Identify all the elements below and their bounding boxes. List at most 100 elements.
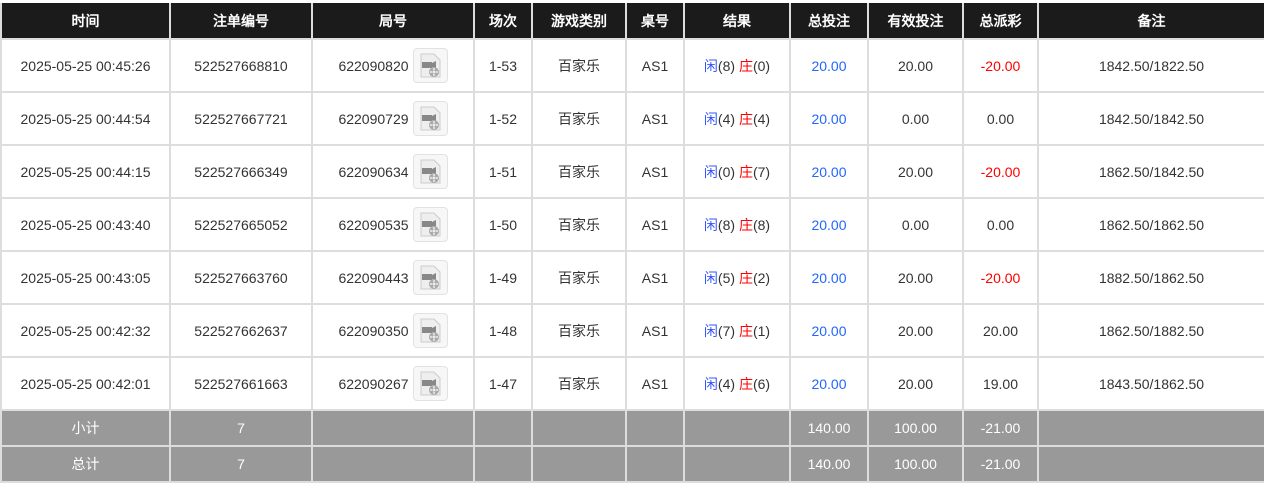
total-valid-bet: 100.00 xyxy=(867,445,964,483)
round-id-cell: 622090535 xyxy=(311,197,475,252)
table-row: 2025-05-25 00:42:32 522527662637 622090350… xyxy=(0,303,1264,358)
banker-score: (7) xyxy=(752,163,771,180)
note: 1882.50/1862.50 xyxy=(1037,250,1264,305)
payout: -20.00 xyxy=(962,250,1039,305)
bet-time: 2025-05-25 00:43:40 xyxy=(0,197,171,252)
bet-id: 522527667721 xyxy=(169,91,313,146)
shoe-number: 1-52 xyxy=(473,91,533,146)
bet-time: 2025-05-25 00:44:15 xyxy=(0,144,171,199)
video-file-icon[interactable] xyxy=(412,48,448,83)
subtotal-payout: -21.00 xyxy=(962,409,1039,447)
result: 闲(7) 庄(1) xyxy=(683,303,791,358)
result: 闲(5) 庄(2) xyxy=(683,250,791,305)
note: 1842.50/1842.50 xyxy=(1037,91,1264,146)
valid-bet: 20.00 xyxy=(867,38,964,93)
bet-id: 522527663760 xyxy=(169,250,313,305)
table-number: AS1 xyxy=(625,144,685,199)
result: 闲(8) 庄(0) xyxy=(683,38,791,93)
note: 1843.50/1862.50 xyxy=(1037,356,1264,411)
player-score: (5) xyxy=(717,269,736,286)
round-id: 622090634 xyxy=(338,163,409,180)
banker-score: (6) xyxy=(752,375,771,392)
game-type: 百家乐 xyxy=(531,303,627,358)
total-row: 总计 7 140.00 100.00 -21.00 xyxy=(0,445,1264,483)
round-id: 622090820 xyxy=(338,57,409,74)
banker-label: 庄 xyxy=(738,322,753,339)
note: 1862.50/1842.50 xyxy=(1037,144,1264,199)
table-number: AS1 xyxy=(625,303,685,358)
table-row: 2025-05-25 00:44:54 522527667721 622090729… xyxy=(0,91,1264,146)
player-score: (7) xyxy=(717,322,736,339)
payout: 19.00 xyxy=(962,356,1039,411)
total-count: 7 xyxy=(169,445,313,483)
table-row: 2025-05-25 00:43:40 522527665052 622090535… xyxy=(0,197,1264,252)
bet-time: 2025-05-25 00:42:01 xyxy=(0,356,171,411)
game-type: 百家乐 xyxy=(531,356,627,411)
table-body: 2025-05-25 00:45:26 522527668810 622090820… xyxy=(0,38,1264,411)
banker-score: (2) xyxy=(752,269,771,286)
valid-bet: 0.00 xyxy=(867,91,964,146)
bet-id: 522527665052 xyxy=(169,197,313,252)
bet-id: 522527662637 xyxy=(169,303,313,358)
banker-label: 庄 xyxy=(738,375,753,392)
header-valid-bet: 有效投注 xyxy=(867,3,964,40)
round-id: 622090443 xyxy=(338,269,409,286)
bet-id: 522527661663 xyxy=(169,356,313,411)
valid-bet: 0.00 xyxy=(867,197,964,252)
video-file-icon[interactable] xyxy=(412,207,448,242)
banker-score: (0) xyxy=(752,57,771,74)
result: 闲(4) 庄(6) xyxy=(683,356,791,411)
video-file-icon[interactable] xyxy=(412,101,448,136)
result: 闲(8) 庄(8) xyxy=(683,197,791,252)
bet-time: 2025-05-25 00:44:54 xyxy=(0,91,171,146)
valid-bet: 20.00 xyxy=(867,250,964,305)
table-header-row: 时间 注单编号 局号 场次 游戏类别 桌号 结果 总投注 有效投注 总派彩 备注 xyxy=(0,3,1264,40)
bet-id: 522527666349 xyxy=(169,144,313,199)
player-label: 闲 xyxy=(703,269,718,286)
round-id: 622090729 xyxy=(338,110,409,127)
subtotal-count: 7 xyxy=(169,409,313,447)
game-type: 百家乐 xyxy=(531,197,627,252)
shoe-number: 1-51 xyxy=(473,144,533,199)
player-score: (8) xyxy=(717,216,736,233)
round-id-cell: 622090443 xyxy=(311,250,475,305)
payout: 0.00 xyxy=(962,91,1039,146)
game-type: 百家乐 xyxy=(531,144,627,199)
header-round-id: 局号 xyxy=(311,3,475,40)
bet-time: 2025-05-25 00:45:26 xyxy=(0,38,171,93)
round-id: 622090267 xyxy=(338,375,409,392)
banker-label: 庄 xyxy=(738,216,753,233)
table-number: AS1 xyxy=(625,356,685,411)
banker-score: (4) xyxy=(752,110,771,127)
game-type: 百家乐 xyxy=(531,91,627,146)
note: 1842.50/1822.50 xyxy=(1037,38,1264,93)
header-total-bet: 总投注 xyxy=(789,3,869,40)
video-file-icon[interactable] xyxy=(412,366,448,401)
video-file-icon[interactable] xyxy=(412,154,448,189)
game-type: 百家乐 xyxy=(531,250,627,305)
result: 闲(4) 庄(4) xyxy=(683,91,791,146)
table-number: AS1 xyxy=(625,250,685,305)
total-total-bet: 140.00 xyxy=(789,445,869,483)
subtotal-total-bet: 140.00 xyxy=(789,409,869,447)
payout: -20.00 xyxy=(962,38,1039,93)
total-label: 总计 xyxy=(0,445,171,483)
player-label: 闲 xyxy=(703,216,718,233)
player-label: 闲 xyxy=(703,163,718,180)
round-id: 622090350 xyxy=(338,322,409,339)
header-payout: 总派彩 xyxy=(962,3,1039,40)
header-shoe: 场次 xyxy=(473,3,533,40)
player-label: 闲 xyxy=(703,57,718,74)
round-id-cell: 622090820 xyxy=(311,38,475,93)
total-bet: 20.00 xyxy=(789,356,869,411)
payout: 0.00 xyxy=(962,197,1039,252)
banker-label: 庄 xyxy=(738,110,753,127)
banker-label: 庄 xyxy=(738,269,753,286)
header-bet-id: 注单编号 xyxy=(169,3,313,40)
table-row: 2025-05-25 00:44:15 522527666349 622090634… xyxy=(0,144,1264,199)
video-file-icon[interactable] xyxy=(412,313,448,348)
subtotal-row: 小计 7 140.00 100.00 -21.00 xyxy=(0,409,1264,447)
total-bet: 20.00 xyxy=(789,38,869,93)
video-file-icon[interactable] xyxy=(412,260,448,295)
subtotal-label: 小计 xyxy=(0,409,171,447)
